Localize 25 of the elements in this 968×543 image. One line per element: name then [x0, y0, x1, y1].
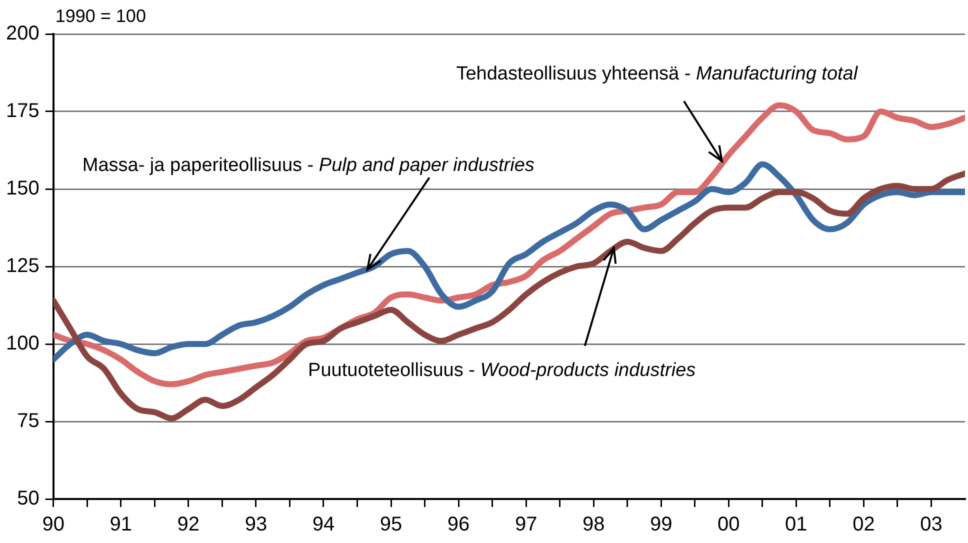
annotation: Puutuoteteollisuus - Wood-products industries	[308, 360, 696, 382]
y-tick-label: 150	[6, 178, 40, 200]
annotation: Massa- ja paperiteollisuus - Pulp and paper industries	[82, 154, 535, 176]
x-tick-label: 00	[718, 514, 740, 536]
x-tick-label: 98	[582, 514, 605, 536]
y-tick-label: 125	[6, 255, 40, 278]
annotation: Tehdasteollisuus yhteensä - Manufacturing total	[456, 63, 858, 84]
x-tick-label: 95	[380, 514, 402, 536]
y-tick-label: 75	[17, 410, 40, 432]
x-tick-label: 02	[852, 514, 875, 536]
x-tick-label: 01	[785, 514, 808, 536]
x-tick-label: 90	[42, 514, 64, 536]
x-tick-label: 96	[447, 514, 470, 536]
y-axis-title: 1990 = 100	[55, 6, 146, 26]
x-tick-label: 93	[244, 514, 268, 536]
y-tick-label: 50	[17, 488, 40, 510]
x-tick-label: 91	[110, 514, 132, 536]
x-tick-label: 03	[920, 514, 942, 536]
x-tick-label: 99	[650, 514, 672, 536]
y-tick-label: 200	[6, 22, 40, 45]
y-tick-label: 100	[6, 332, 40, 355]
x-tick-label: 92	[177, 514, 200, 536]
x-tick-label: 97	[514, 514, 538, 536]
y-tick-label: 175	[6, 100, 40, 122]
x-tick-label: 94	[312, 514, 335, 536]
